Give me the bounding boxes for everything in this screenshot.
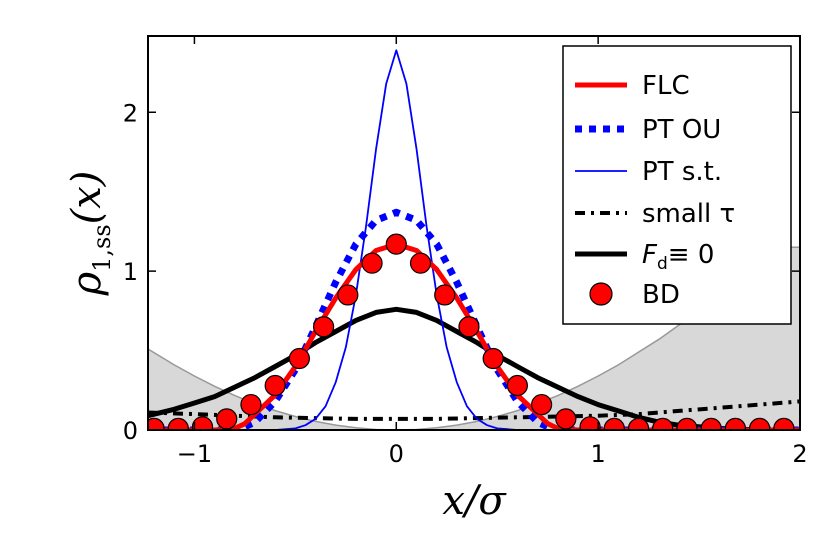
bd-marker bbox=[652, 417, 674, 430]
bd-marker bbox=[167, 417, 189, 430]
x-tick-label: 1 bbox=[591, 440, 606, 468]
x-ticks: −1 0 1 2 bbox=[177, 36, 808, 468]
bd-marker bbox=[385, 233, 407, 255]
legend-label-small: small τ bbox=[642, 199, 735, 229]
bd-marker bbox=[361, 252, 383, 274]
bd-marker bbox=[148, 417, 165, 430]
bd-marker bbox=[579, 416, 601, 430]
legend: FLC PT OU PT s.t. small τ Fd≡ 0 BD bbox=[562, 45, 792, 325]
legend-label-bd: BD bbox=[642, 280, 680, 310]
legend-label-flc: FLC bbox=[642, 71, 690, 101]
series-line-f-d-0 bbox=[148, 306, 800, 430]
bd-marker bbox=[191, 416, 214, 430]
bd-marker bbox=[264, 374, 286, 397]
bd-marker bbox=[773, 417, 795, 430]
bd-marker bbox=[603, 417, 625, 430]
y-tick-label: 2 bbox=[123, 99, 138, 127]
x-tick-label: 2 bbox=[792, 440, 807, 468]
y-axis-label-sub: 1,ss bbox=[88, 224, 116, 272]
bd-marker bbox=[749, 417, 771, 430]
bd-marker bbox=[724, 417, 747, 430]
bd-marker bbox=[700, 417, 722, 430]
bd-marker bbox=[337, 284, 359, 306]
y-axis-label: ρ1,ss(x) bbox=[64, 171, 116, 297]
plot-frame bbox=[147, 35, 801, 431]
legend-label-pt-ou: PT OU bbox=[642, 115, 721, 145]
bd-marker bbox=[313, 316, 335, 338]
x-axis-label: x/σ bbox=[442, 478, 507, 524]
y-ticks: 0 1 2 bbox=[123, 99, 800, 445]
x-tick-label: 0 bbox=[389, 440, 404, 468]
bd-marker bbox=[458, 316, 480, 338]
bd-marker bbox=[240, 393, 262, 416]
y-tick-label: 0 bbox=[123, 417, 138, 445]
legend-items: FLC PT OU PT s.t. small τ Fd≡ 0 BD bbox=[575, 71, 735, 310]
bd-marker bbox=[288, 347, 310, 370]
bd-marker bbox=[409, 252, 432, 274]
y-tick-label: 1 bbox=[123, 258, 138, 286]
legend-label-pt-s-t: PT s.t. bbox=[642, 157, 722, 187]
bd-marker bbox=[627, 417, 650, 430]
bd-marker bbox=[506, 374, 528, 397]
series-line-pt-s-t bbox=[148, 49, 800, 430]
y-axis-label-text: ρ1,ss(x) bbox=[64, 171, 116, 297]
bd-marker bbox=[482, 347, 504, 370]
bd-marker bbox=[676, 417, 698, 430]
bd-marker bbox=[555, 408, 577, 430]
y-axis-label-arg: (x) bbox=[64, 171, 110, 225]
bd-marker bbox=[531, 393, 553, 416]
y-axis-label-main: ρ bbox=[64, 271, 110, 296]
bd-marker bbox=[434, 284, 456, 306]
x-tick-label: −1 bbox=[177, 440, 212, 468]
bd-marker bbox=[216, 408, 238, 430]
legend-box bbox=[562, 45, 792, 325]
legend-marker-bd bbox=[589, 282, 613, 306]
legend-label-f-d-0: Fd≡ 0 bbox=[642, 240, 714, 274]
